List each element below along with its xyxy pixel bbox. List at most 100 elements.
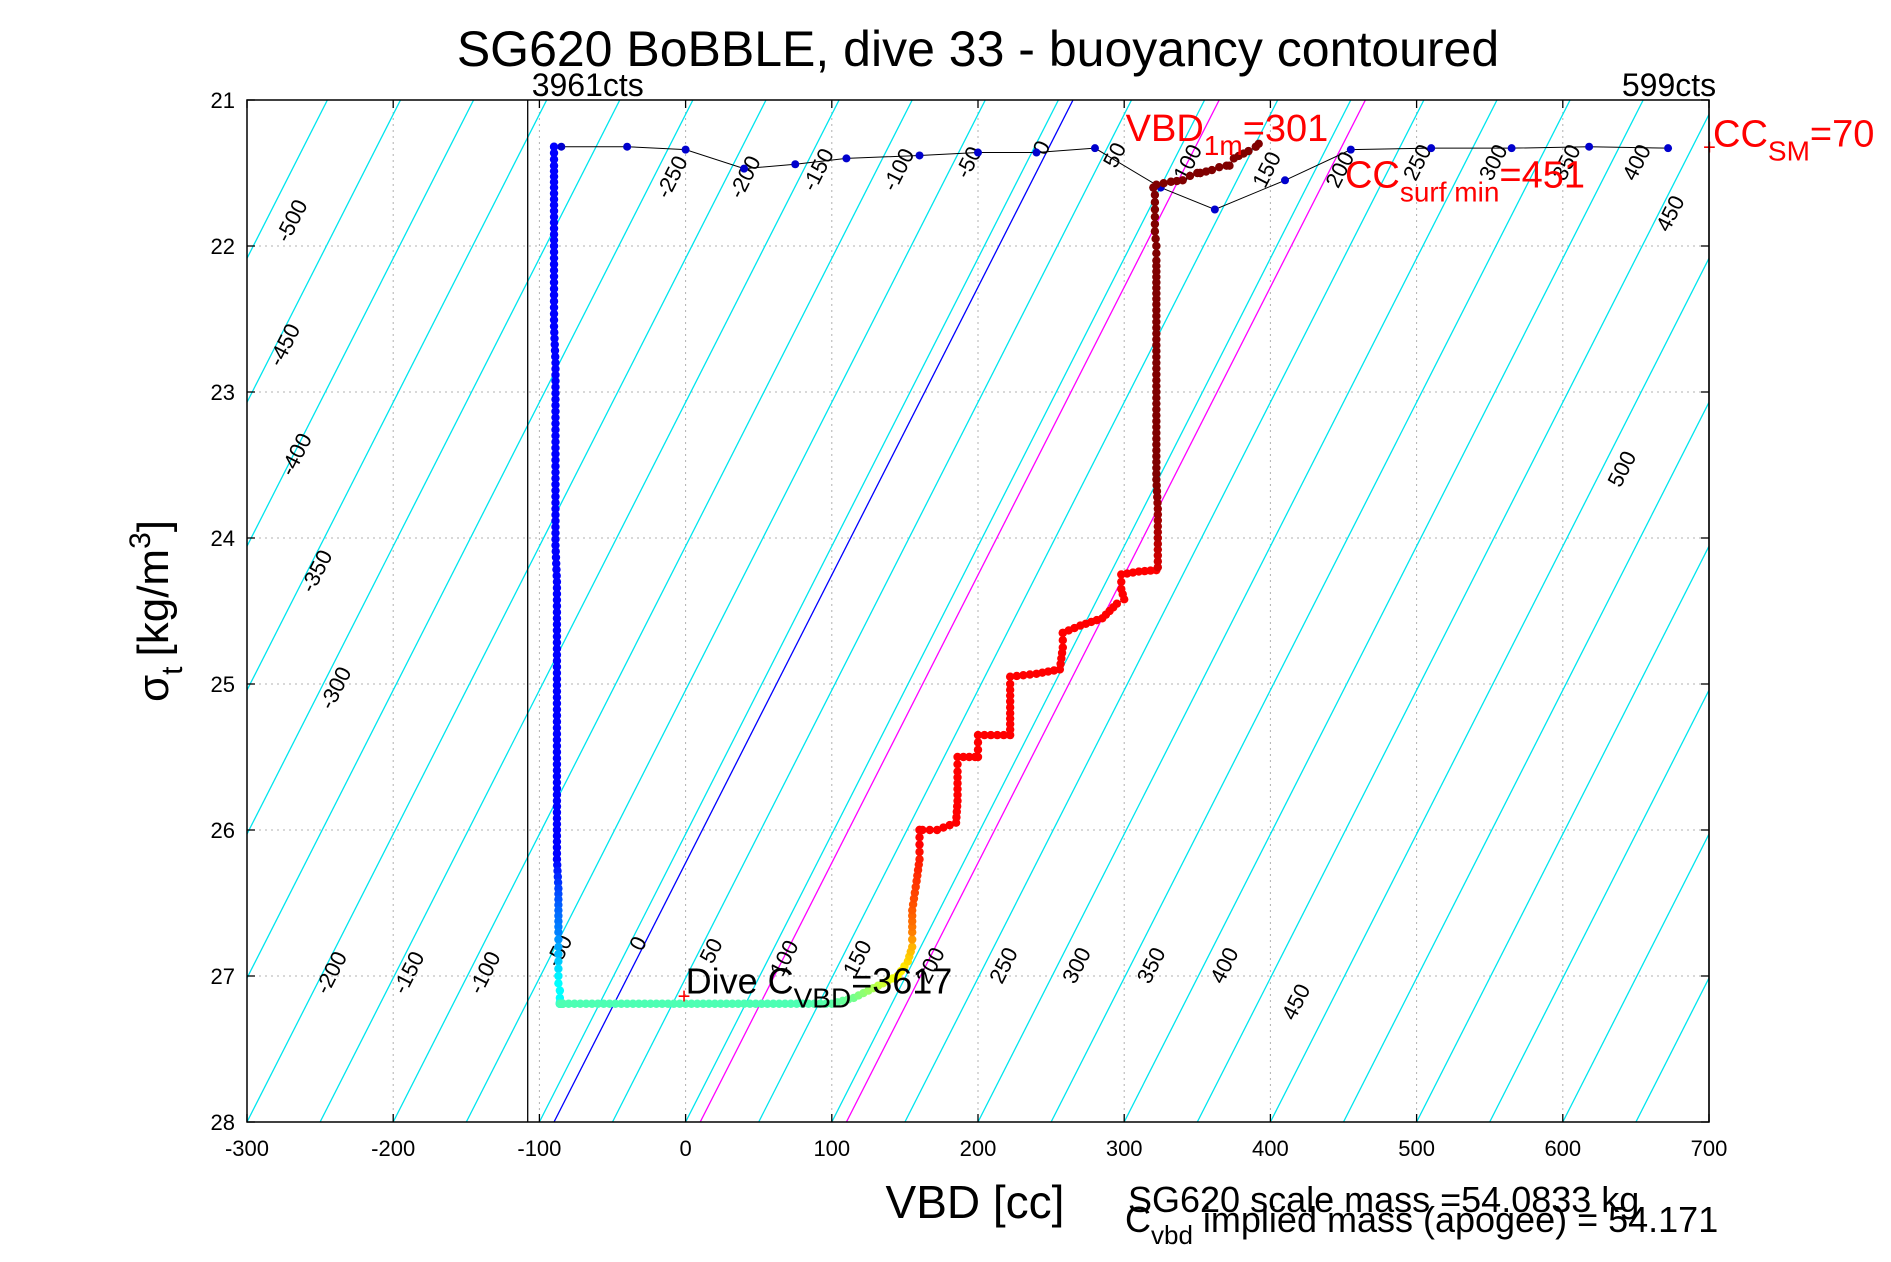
series-surface-point: [557, 142, 566, 151]
series-dive-point: [1152, 249, 1161, 258]
annotation-ccsm-value: =70: [1810, 114, 1874, 156]
series-dive-point: [1153, 533, 1163, 543]
series-dive-point: [1152, 376, 1161, 385]
x-tick-label: 300: [1106, 1136, 1143, 1161]
series-dive-point: [554, 957, 563, 966]
series-dive-point: [551, 407, 560, 416]
series-dive-point: [1152, 434, 1161, 443]
y-axis-label-unit-sup: 3: [124, 532, 157, 549]
series-dive-point: [953, 752, 962, 762]
series-dive-point: [552, 825, 562, 835]
series-dive-point: [552, 843, 562, 852]
contour-line: [247, 100, 402, 404]
series-dive-point: [1159, 179, 1168, 188]
series-dive-point: [551, 419, 560, 428]
series-dive-point: [925, 825, 934, 835]
annotation-vbd1m-text: VBD: [1126, 108, 1204, 150]
contour-line: [247, 100, 694, 980]
footer-scale-mass: SG620 scale mass =54.0833 kg: [1128, 1179, 1639, 1220]
series-dive-point: [763, 999, 772, 1008]
series-dive-point: [551, 480, 560, 489]
annotation-ccsurfmin-value: =451: [1499, 155, 1585, 197]
series-dive-point: [1152, 399, 1161, 408]
series-dive-point: [1152, 335, 1161, 344]
series-dive-point: [663, 999, 673, 1008]
series-dive-point: [552, 626, 562, 635]
series-dive-point: [1152, 381, 1161, 391]
series-dive-point: [704, 999, 714, 1008]
series-dive-point: [551, 376, 560, 386]
series-dive-point: [549, 224, 559, 233]
x-axis-ticks: -300 -200 -100 0 100 200 300 400 500 600 700: [225, 100, 1727, 1161]
series-dive-point: [1152, 469, 1161, 478]
series-dive-point: [549, 272, 559, 281]
series-dive-point: [634, 999, 644, 1008]
series-dive-point: [552, 656, 562, 666]
series-dive-point: [1152, 417, 1161, 426]
x-tick-label: -100: [517, 1136, 561, 1161]
series-dive-point: [953, 790, 962, 800]
series-dive-point: [1151, 234, 1160, 243]
contour-line: [247, 100, 475, 548]
series-dive-point: [786, 999, 796, 1008]
annotation-ccsm-text: CC: [1713, 114, 1768, 156]
series-dive-point: [551, 547, 560, 556]
series-dive-point: [552, 849, 562, 858]
series-dive-point: [986, 730, 996, 740]
series-dive-point: [953, 784, 962, 794]
reference-line-label: 599cts: [1622, 67, 1716, 103]
x-tick-label: 400: [1252, 1136, 1289, 1161]
series-dive-point: [1153, 551, 1163, 560]
series-dive-point: [554, 935, 563, 944]
y-tick-label: 25: [211, 672, 235, 697]
series-dive-point: [551, 553, 561, 562]
series-dive-point: [669, 999, 679, 1008]
series-dive-point: [646, 999, 655, 1008]
series-dive-point: [552, 632, 562, 641]
x-tick-label: 200: [960, 1136, 997, 1161]
series-dive-point: [552, 687, 562, 696]
series-dive-point: [552, 837, 562, 846]
series-dive-point: [551, 395, 560, 404]
series-surface-point: [1427, 144, 1436, 153]
series-dive-point: [549, 206, 559, 216]
series-dive-point: [1152, 405, 1161, 414]
series-dive-point: [551, 364, 560, 374]
contour-line: [1050, 100, 1571, 1122]
series-surface-point: [1664, 144, 1673, 153]
series-dive-point: [551, 437, 560, 447]
series-dive-point: [551, 413, 560, 422]
series-dive-point: [798, 999, 807, 1008]
x-tick-label: -200: [371, 1136, 415, 1161]
chart-title: SG620 BoBBLE, dive 33 - buoyancy contour…: [457, 21, 1499, 77]
series-dive-point: [549, 200, 559, 210]
series-dive-point: [552, 601, 562, 611]
footer-implied-mass-sub: vbd: [1151, 1220, 1193, 1250]
series-dive-point: [550, 340, 559, 349]
series-dive-point: [549, 241, 559, 251]
annotation-divecvbd-sub: VBD: [794, 983, 852, 1014]
series-dive-point: [555, 986, 565, 995]
contour-labels: -500-450-400-350-300-250 -200 -150 -100 -50 0…: [263, 137, 1690, 1024]
x-tick-label: 700: [1691, 1136, 1728, 1161]
series-dive-point: [1005, 672, 1015, 681]
series-dive-point: [551, 425, 560, 434]
series-dive-point: [551, 474, 560, 483]
series-dive-point: [551, 541, 560, 550]
series-dive-point: [693, 999, 702, 1008]
series-dive-point: [552, 699, 562, 708]
contour-line: [1562, 832, 1709, 1122]
series-dive-point: [549, 189, 559, 198]
contour-line: [247, 100, 548, 692]
series-dive-point: [551, 370, 560, 380]
series-surface-point: [1090, 144, 1099, 153]
series-dive-point: [552, 796, 562, 805]
annotation-divecvbd-text: Dive C: [686, 961, 794, 1002]
annotation-vbd1m-sub: 1m: [1204, 130, 1243, 161]
series-dive-point: [1152, 256, 1161, 265]
series-dive-point: [552, 772, 562, 781]
series-dive-point: [1178, 176, 1187, 185]
series-dive-point: [549, 212, 559, 221]
series-dive-point: [953, 779, 962, 788]
series-surface-point: [915, 151, 924, 160]
